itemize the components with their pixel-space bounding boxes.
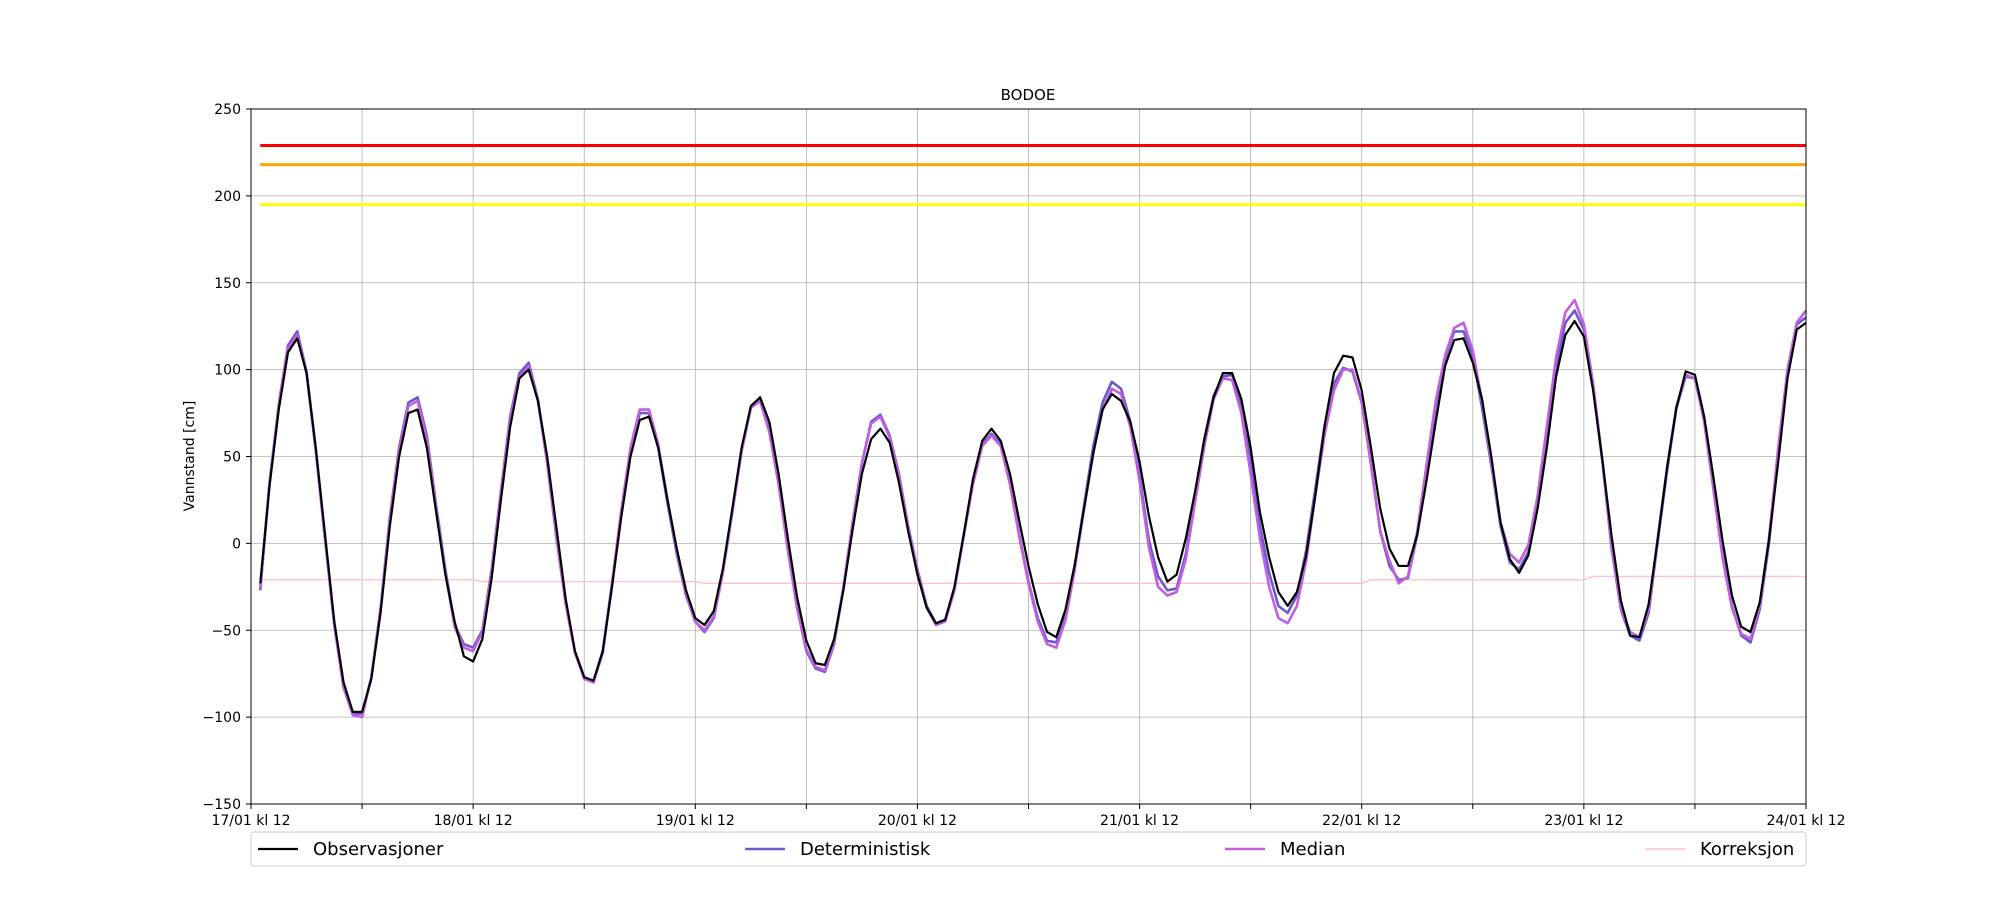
y-axis-label: Vannstand [cm] — [182, 401, 198, 512]
legend-label: Deterministisk — [800, 839, 931, 860]
y-axis: −150 −100 −50 0 50 100 150 200 250 — [203, 102, 251, 813]
x-tick-label: 18/01 kl 12 — [434, 813, 513, 829]
series-lines — [258, 298, 1808, 719]
y-tick-label: 100 — [214, 363, 241, 379]
y-tick-label: 150 — [214, 276, 241, 292]
series-line-deterministisk — [258, 309, 1807, 715]
series-line-observasjoner — [259, 319, 1807, 714]
x-tick-label: 21/01 kl 12 — [1100, 813, 1179, 829]
y-tick-label: 0 — [232, 536, 241, 552]
x-tick-label: 24/01 kl 12 — [1766, 813, 1845, 829]
x-axis: 17/01 kl 12 18/01 kl 12 19/01 kl 12 20/01 k… — [211, 804, 1846, 829]
legend-frame — [250, 831, 1807, 867]
y-tick-label: 250 — [214, 102, 241, 118]
x-tick-label: 20/01 kl 12 — [878, 813, 957, 829]
x-tick-label: 17/01 kl 12 — [211, 813, 290, 829]
series-line-median — [258, 298, 1808, 719]
legend-label: Korreksjon — [1700, 839, 1794, 860]
y-tick-label: 50 — [223, 450, 241, 466]
chart-title: BODOE — [1001, 86, 1056, 104]
x-tick-label: 22/01 kl 12 — [1322, 813, 1401, 829]
grid — [250, 108, 1807, 805]
legend-label: Median — [1280, 839, 1345, 860]
y-tick-label: −100 — [203, 710, 241, 726]
x-tick-label: 23/01 kl 12 — [1544, 813, 1623, 829]
y-tick-label: −150 — [203, 797, 241, 813]
threshold-lines — [260, 143, 1806, 207]
legend-label: Observasjoner — [313, 839, 444, 860]
y-tick-label: 200 — [214, 189, 241, 205]
y-tick-label: −50 — [211, 623, 241, 639]
x-tick-label: 19/01 kl 12 — [656, 813, 735, 829]
legend: Observasjoner Deterministisk Median Korreks… — [250, 831, 1807, 867]
